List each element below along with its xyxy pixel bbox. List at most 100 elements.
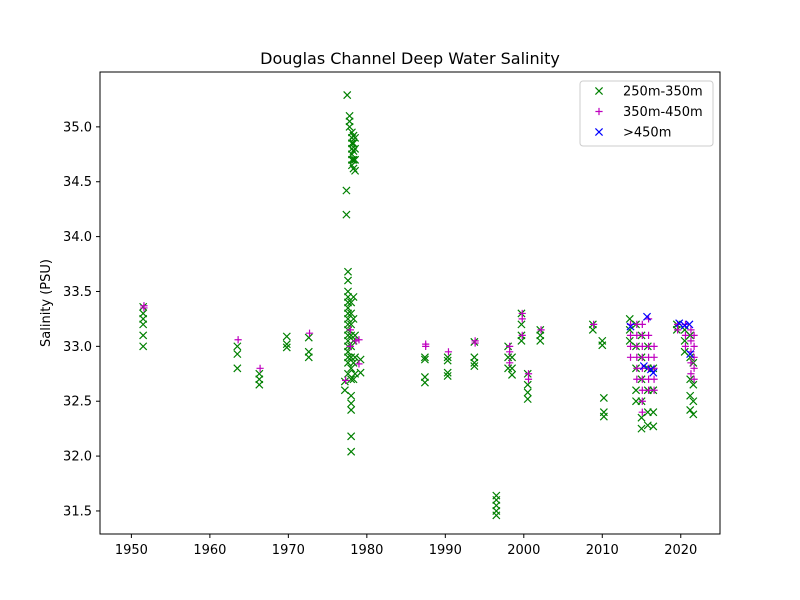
y-tick-label: 31.5 xyxy=(63,504,92,519)
data-point xyxy=(638,342,646,350)
data-point xyxy=(351,144,360,153)
data-point xyxy=(351,331,360,340)
data-point xyxy=(504,364,513,373)
axis-ticks: 1950 1960 1970 1980 1990 2000 2010 2020 31.5 32.0… xyxy=(63,120,697,558)
data-point xyxy=(690,364,698,372)
data-point xyxy=(422,340,430,348)
data-point xyxy=(690,353,698,361)
data-point xyxy=(139,302,148,311)
y-tick-label: 32.5 xyxy=(63,395,92,410)
data-point xyxy=(687,326,695,334)
series-3-points xyxy=(626,312,695,377)
data-point xyxy=(588,325,597,334)
data-point xyxy=(351,166,360,175)
y-tick-label: 32.0 xyxy=(63,450,92,465)
data-point xyxy=(638,408,646,416)
data-point xyxy=(599,412,608,421)
y-axis-label: Salinity (PSU) xyxy=(39,259,54,347)
data-point xyxy=(355,360,363,368)
data-point xyxy=(650,353,658,361)
data-point xyxy=(686,350,695,359)
data-point xyxy=(349,155,358,164)
data-point xyxy=(523,388,532,397)
data-point xyxy=(343,91,352,100)
data-point xyxy=(351,353,360,362)
y-tick-label: 34.0 xyxy=(63,230,92,245)
y-tick-label: 33.0 xyxy=(63,340,92,355)
data-point xyxy=(470,362,479,371)
data-point xyxy=(638,320,646,328)
data-point xyxy=(508,370,517,379)
data-point xyxy=(638,375,646,383)
series-2-points xyxy=(140,302,698,416)
data-point xyxy=(345,122,354,131)
data-point xyxy=(140,304,148,312)
data-point xyxy=(686,405,695,415)
data-point xyxy=(304,333,313,342)
data-point xyxy=(649,408,658,417)
data-point xyxy=(599,393,608,402)
data-point xyxy=(680,321,689,330)
data-point xyxy=(686,353,695,362)
data-point xyxy=(470,358,479,367)
data-point xyxy=(347,391,356,400)
legend-box xyxy=(579,80,714,147)
data-point xyxy=(492,511,501,520)
data-point xyxy=(518,331,526,339)
legend-label: 250m-350m xyxy=(623,85,703,100)
data-point xyxy=(598,341,607,350)
data-point xyxy=(523,394,532,404)
data-point xyxy=(524,375,533,383)
data-point xyxy=(638,353,646,361)
x-tick-label: 2020 xyxy=(664,543,697,558)
data-point xyxy=(687,370,695,378)
plot-area xyxy=(139,91,698,520)
data-point xyxy=(632,386,641,395)
data-point xyxy=(506,348,514,356)
legend-entry: 350m-450m xyxy=(595,105,703,120)
data-point xyxy=(347,399,356,408)
data-point xyxy=(649,368,658,377)
data-point xyxy=(347,309,356,318)
data-point xyxy=(305,329,314,337)
data-point xyxy=(681,342,690,350)
data-point xyxy=(536,336,545,345)
x-tick-label: 1980 xyxy=(350,543,383,558)
x-tick-label: 1970 xyxy=(272,543,305,558)
data-point xyxy=(523,380,532,389)
data-point xyxy=(255,380,264,389)
data-point xyxy=(471,339,479,347)
data-point xyxy=(444,348,453,356)
data-point xyxy=(443,353,452,362)
x-tick-label: 2010 xyxy=(586,543,619,558)
data-point xyxy=(139,320,148,329)
data-point xyxy=(349,292,358,301)
data-point xyxy=(638,397,646,405)
data-point xyxy=(443,368,452,377)
data-point xyxy=(690,342,698,350)
data-point xyxy=(626,331,635,339)
data-point xyxy=(347,432,356,441)
data-point xyxy=(642,312,652,321)
data-point xyxy=(650,386,658,394)
data-point xyxy=(352,337,360,345)
data-point xyxy=(504,353,513,362)
data-point xyxy=(347,364,356,373)
data-point xyxy=(537,326,545,334)
data-point xyxy=(517,320,526,329)
legend: 250m-350m 350m-450m >450m xyxy=(579,80,714,147)
data-point xyxy=(689,397,698,406)
data-point xyxy=(349,139,358,148)
data-point xyxy=(346,326,354,334)
data-point xyxy=(233,364,242,373)
data-point xyxy=(282,343,291,352)
data-point xyxy=(637,424,646,433)
data-point xyxy=(351,133,360,142)
legend-marker xyxy=(594,127,604,137)
data-point xyxy=(355,336,363,344)
data-point xyxy=(347,353,356,362)
data-point xyxy=(517,336,526,345)
data-point xyxy=(638,386,646,394)
data-point xyxy=(342,210,351,219)
